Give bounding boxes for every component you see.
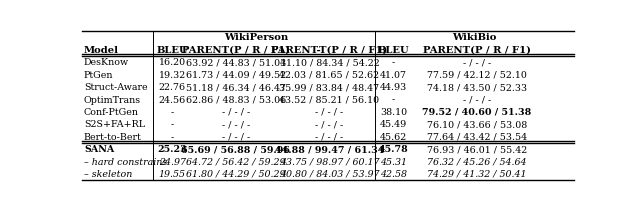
Text: 74.29 / 41.32 / 50.41: 74.29 / 41.32 / 50.41	[427, 170, 527, 179]
Text: 45.78: 45.78	[379, 145, 408, 154]
Text: 74.18 / 43.50 / 52.33: 74.18 / 43.50 / 52.33	[427, 83, 527, 92]
Text: - / - / -: - / - / -	[221, 108, 250, 117]
Text: 61.80 / 44.29 / 50.29: 61.80 / 44.29 / 50.29	[186, 170, 285, 179]
Text: -: -	[171, 108, 174, 117]
Text: Struct-Aware: Struct-Aware	[84, 83, 148, 92]
Text: 16.20: 16.20	[159, 58, 186, 67]
Text: 62.86 / 48.83 / 53.06: 62.86 / 48.83 / 53.06	[186, 96, 286, 105]
Text: 76.93 / 46.01 / 55.42: 76.93 / 46.01 / 55.42	[427, 145, 527, 154]
Text: - / - / -: - / - / -	[316, 120, 344, 129]
Text: 41.10 / 84.34 / 54.22: 41.10 / 84.34 / 54.22	[280, 58, 380, 67]
Text: DesKnow: DesKnow	[84, 58, 129, 67]
Text: Model: Model	[84, 46, 119, 55]
Text: - / - / -: - / - / -	[221, 120, 250, 129]
Text: BLEU: BLEU	[156, 46, 188, 55]
Text: 24.97: 24.97	[159, 158, 186, 167]
Text: 44.88 / 99.47 / 61.34: 44.88 / 99.47 / 61.34	[275, 145, 384, 154]
Text: 51.18 / 46.34 / 46.47: 51.18 / 46.34 / 46.47	[186, 83, 285, 92]
Text: 65.69 / 56.88 / 59.96: 65.69 / 56.88 / 59.96	[181, 145, 290, 154]
Text: 76.32 / 45.26 / 54.64: 76.32 / 45.26 / 54.64	[427, 158, 527, 167]
Text: 19.55: 19.55	[159, 170, 186, 179]
Text: 24.56: 24.56	[159, 96, 186, 105]
Text: 45.31: 45.31	[380, 158, 407, 167]
Text: – hard constrains: – hard constrains	[84, 158, 167, 167]
Text: 19.32: 19.32	[159, 71, 186, 80]
Text: 41.07: 41.07	[380, 71, 407, 80]
Text: - / - / -: - / - / -	[463, 58, 491, 67]
Text: 25.23: 25.23	[157, 145, 187, 154]
Text: 43.52 / 85.21 / 56.10: 43.52 / 85.21 / 56.10	[280, 96, 380, 105]
Text: 61.73 / 44.09 / 49.52: 61.73 / 44.09 / 49.52	[186, 71, 286, 80]
Text: Conf-PtGen: Conf-PtGen	[84, 108, 139, 117]
Text: PARENT(P / R / F1): PARENT(P / R / F1)	[182, 46, 290, 55]
Text: - / - / -: - / - / -	[463, 96, 491, 105]
Text: 77.64 / 43.42 / 53.54: 77.64 / 43.42 / 53.54	[427, 133, 527, 142]
Text: SANA: SANA	[84, 145, 114, 154]
Text: 35.99 / 83.84 / 48.47: 35.99 / 83.84 / 48.47	[280, 83, 380, 92]
Text: 42.58: 42.58	[380, 170, 407, 179]
Text: 79.52 / 40.60 / 51.38: 79.52 / 40.60 / 51.38	[422, 108, 531, 117]
Text: 42.03 / 81.65 / 52.62: 42.03 / 81.65 / 52.62	[280, 71, 380, 80]
Text: – skeleton: – skeleton	[84, 170, 132, 179]
Text: - / - / -: - / - / -	[316, 108, 344, 117]
Text: 40.80 / 84.03 / 53.97: 40.80 / 84.03 / 53.97	[280, 170, 380, 179]
Text: PtGen: PtGen	[84, 71, 113, 80]
Text: 64.72 / 56.42 / 59.29: 64.72 / 56.42 / 59.29	[186, 158, 285, 167]
Text: Bert-to-Bert: Bert-to-Bert	[84, 133, 141, 142]
Text: 45.49: 45.49	[380, 120, 407, 129]
Text: 38.10: 38.10	[380, 108, 407, 117]
Text: S2S+FA+RL: S2S+FA+RL	[84, 120, 145, 129]
Text: 44.93: 44.93	[380, 83, 407, 92]
Text: 45.62: 45.62	[380, 133, 407, 142]
Text: PARENT-T(P / R / F1): PARENT-T(P / R / F1)	[271, 46, 388, 55]
Text: BLEU: BLEU	[378, 46, 410, 55]
Text: 77.59 / 42.12 / 52.10: 77.59 / 42.12 / 52.10	[427, 71, 527, 80]
Text: - / - / -: - / - / -	[221, 133, 250, 142]
Text: 76.10 / 43.66 / 53.08: 76.10 / 43.66 / 53.08	[427, 120, 527, 129]
Text: WikiBio: WikiBio	[452, 33, 497, 42]
Text: -: -	[392, 58, 395, 67]
Text: - / - / -: - / - / -	[316, 133, 344, 142]
Text: OptimTrans: OptimTrans	[84, 96, 141, 105]
Text: 63.92 / 44.83 / 51.03: 63.92 / 44.83 / 51.03	[186, 58, 286, 67]
Text: 22.76: 22.76	[159, 83, 186, 92]
Text: PARENT(P / R / F1): PARENT(P / R / F1)	[423, 46, 531, 55]
Text: -: -	[171, 133, 174, 142]
Text: -: -	[392, 96, 395, 105]
Text: 43.75 / 98.97 / 60.17: 43.75 / 98.97 / 60.17	[280, 158, 380, 167]
Text: WikiPerson: WikiPerson	[224, 33, 288, 42]
Text: -: -	[171, 120, 174, 129]
